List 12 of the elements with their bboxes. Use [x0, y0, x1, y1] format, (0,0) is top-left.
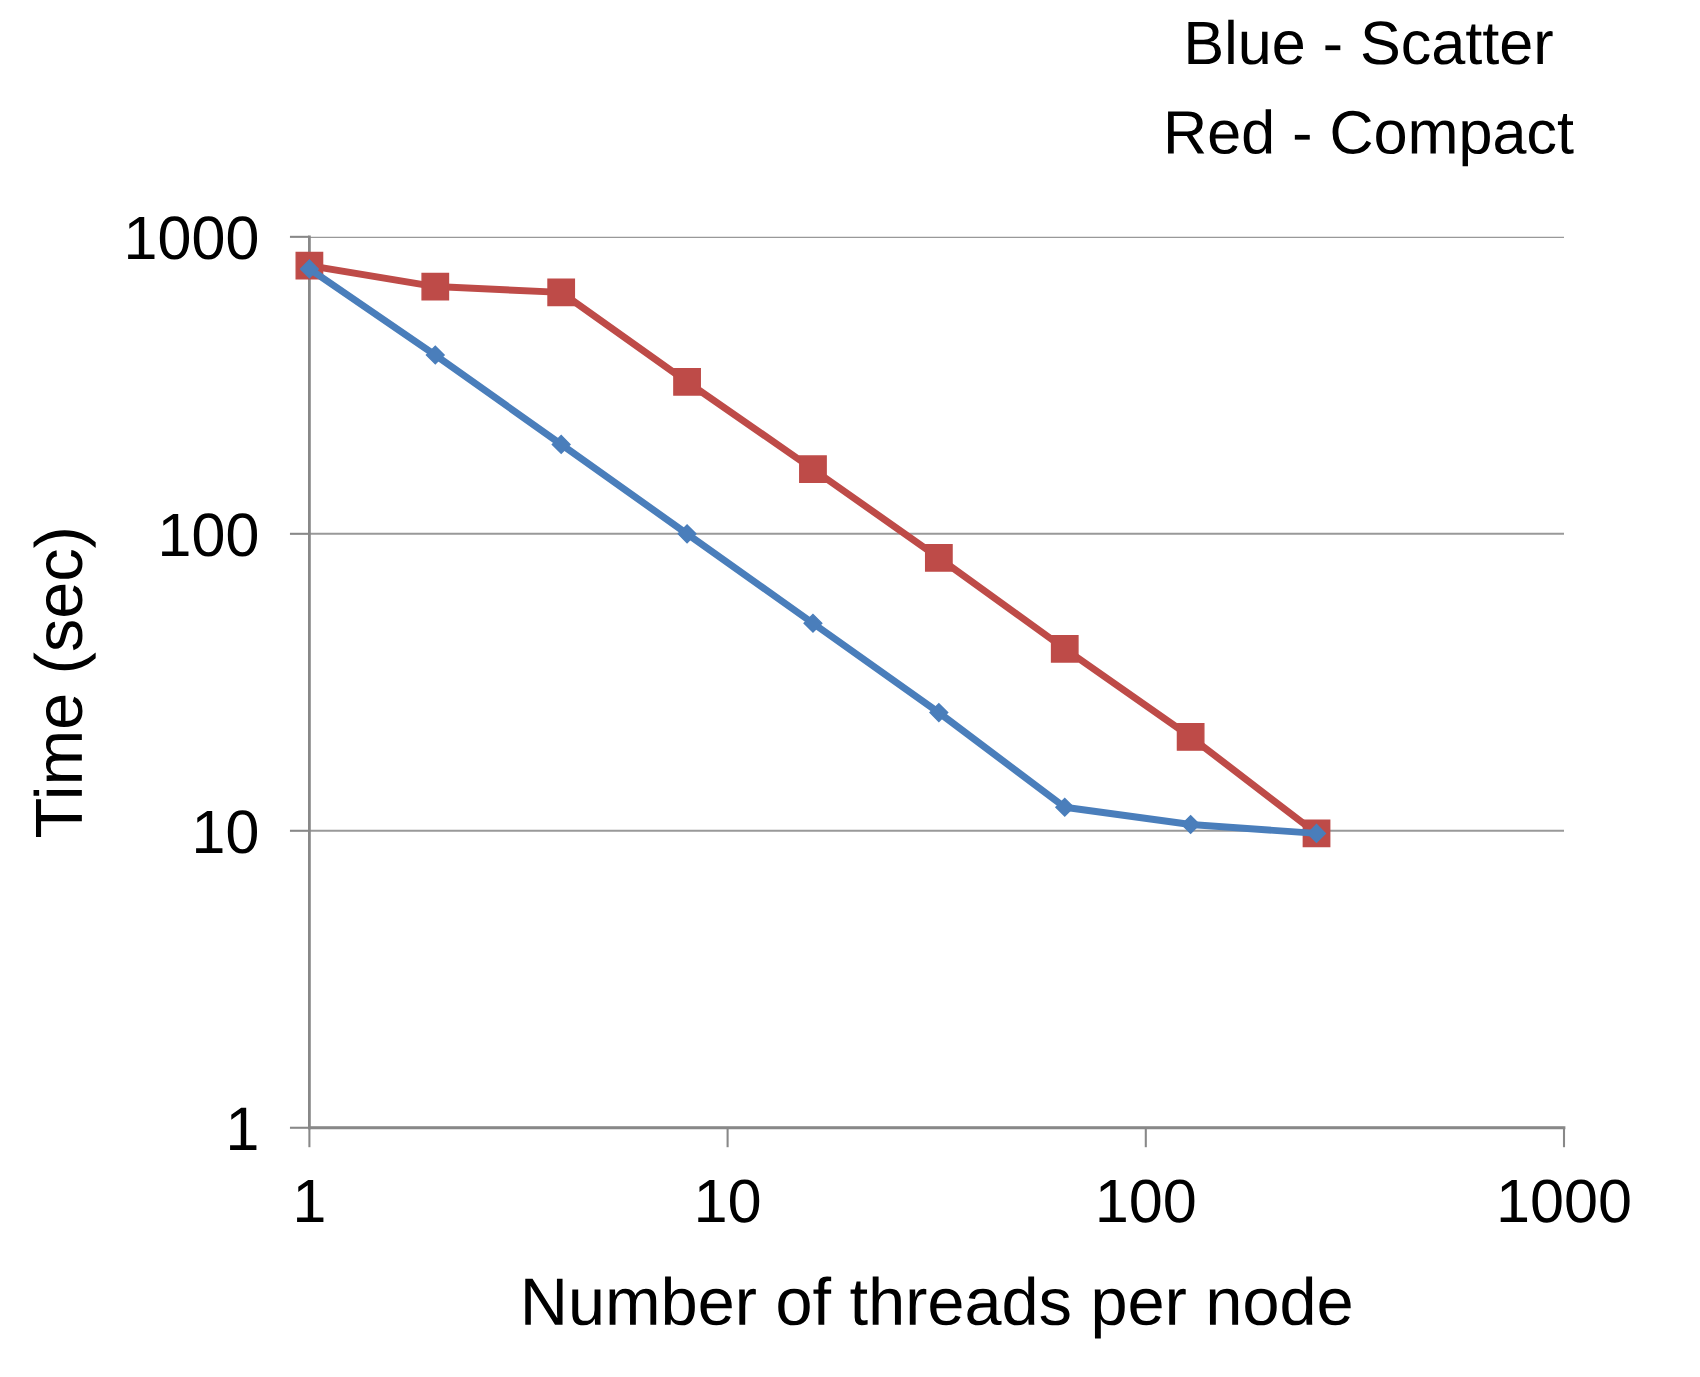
y-axis-title: Time (sec): [33, 530, 96, 837]
x-tick-label: 100: [1099, 1179, 1195, 1223]
y-tick-label: 10: [196, 810, 258, 854]
text: Blue - Scatter: [1188, 19, 1553, 65]
x-tick-label: 1: [297, 1180, 324, 1223]
x-axis-title: Number of threads per node: [525, 1276, 1351, 1339]
x-tick-label: 10: [698, 1179, 760, 1223]
y-tick-label: 100: [162, 513, 258, 557]
y-tick-label: 1000: [128, 216, 258, 260]
y-tick-label: 1: [230, 1107, 257, 1150]
text: Red - Compact: [1168, 109, 1574, 167]
x-tick-label: 1000: [1500, 1179, 1630, 1223]
